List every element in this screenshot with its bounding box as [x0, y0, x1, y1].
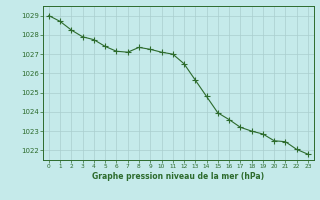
X-axis label: Graphe pression niveau de la mer (hPa): Graphe pression niveau de la mer (hPa) — [92, 172, 264, 181]
